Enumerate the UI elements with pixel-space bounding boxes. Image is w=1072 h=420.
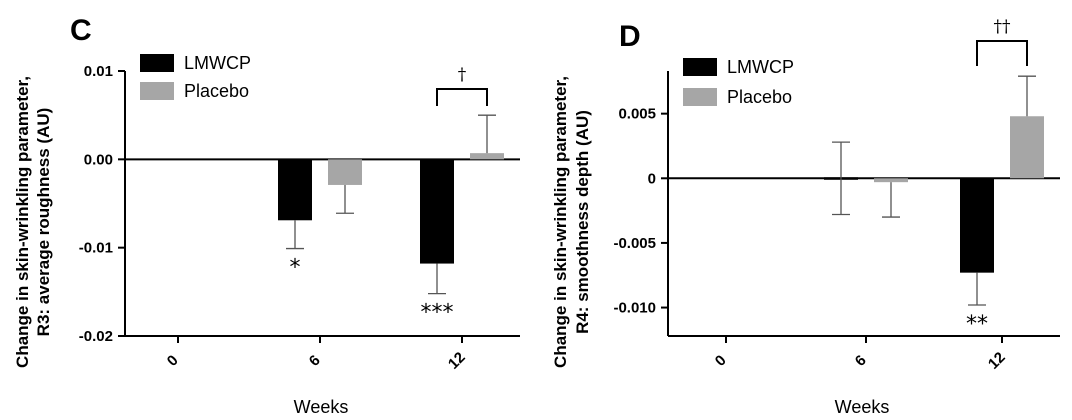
y-axis-label-c-line1: Change in skin-wrinkling parameter, [13,76,32,368]
p0-bar [470,153,504,160]
p0-y-tick-label: 0.01 [84,63,113,80]
x-axis-label-d: Weeks [835,397,890,417]
p1-bar [1010,116,1044,179]
y-axis-label-d-line1: Change in skin-wrinkling parameter, [551,76,570,368]
p1-y-tick-label: 0.005 [618,106,656,123]
p0-legend-label: Placebo [184,81,249,101]
p0-bar [278,159,312,221]
p1-bar [874,178,908,183]
p0-comparison-bracket [436,88,488,106]
panel-d-marks: 0.005 0 -0.005 -0.010 0 6 12 ** †† LMWCP Placebo [613,17,1060,373]
p0-y-tick-label: -0.01 [79,240,113,257]
p1-legend-swatch [683,88,717,106]
p1-legend-swatch [683,58,717,76]
x-axis-label-c: Weeks [294,397,349,417]
p0-x-tick-label: 0 [164,352,182,370]
p0-bar [328,159,362,185]
p0-y-tick-label: -0.02 [79,328,113,345]
p1-legend-label: LMWCP [727,57,794,77]
p1-significance-marker: ** [966,312,988,337]
p0-legend-swatch [140,82,174,100]
p0-x-tick-label: 6 [306,352,324,370]
p1-y-tick-label: 0 [648,170,656,187]
p0-significance-marker: *** [421,301,454,326]
p1-y-tick-label: -0.005 [613,235,656,252]
p0-bar [420,159,454,264]
panel-letter-d: D [619,20,641,53]
panel-d: D Change in skin-wrinkling parameter, R4… [551,17,1060,417]
panel-letter-c: C [70,14,92,47]
p1-legend-label: Placebo [727,87,792,107]
p1-x-tick-label: 0 [712,352,730,370]
p1-x-tick-label: 6 [852,352,870,370]
y-axis-label-c-line2: R3: average roughness (AU) [34,108,53,337]
p0-x-tick-label: 12 [445,349,469,373]
p0-significance-marker: * [290,256,301,281]
p1-comparison-bracket [976,40,1028,66]
p0-y-tick-label: 0.00 [84,151,113,168]
panel-c: C Change in skin-wrinkling parameter, R3… [13,14,520,417]
p0-legend-swatch [140,54,174,72]
p1-x-tick-label: 12 [985,349,1009,373]
p1-bar [960,178,994,273]
y-axis-label-d-line2: R4: smoothness depth (AU) [573,110,592,334]
p1-y-tick-label: -0.010 [613,300,656,317]
p0-legend-label: LMWCP [184,53,251,73]
p1-bracket-marker: †† [994,17,1012,37]
p0-bracket-marker: † [458,65,467,85]
